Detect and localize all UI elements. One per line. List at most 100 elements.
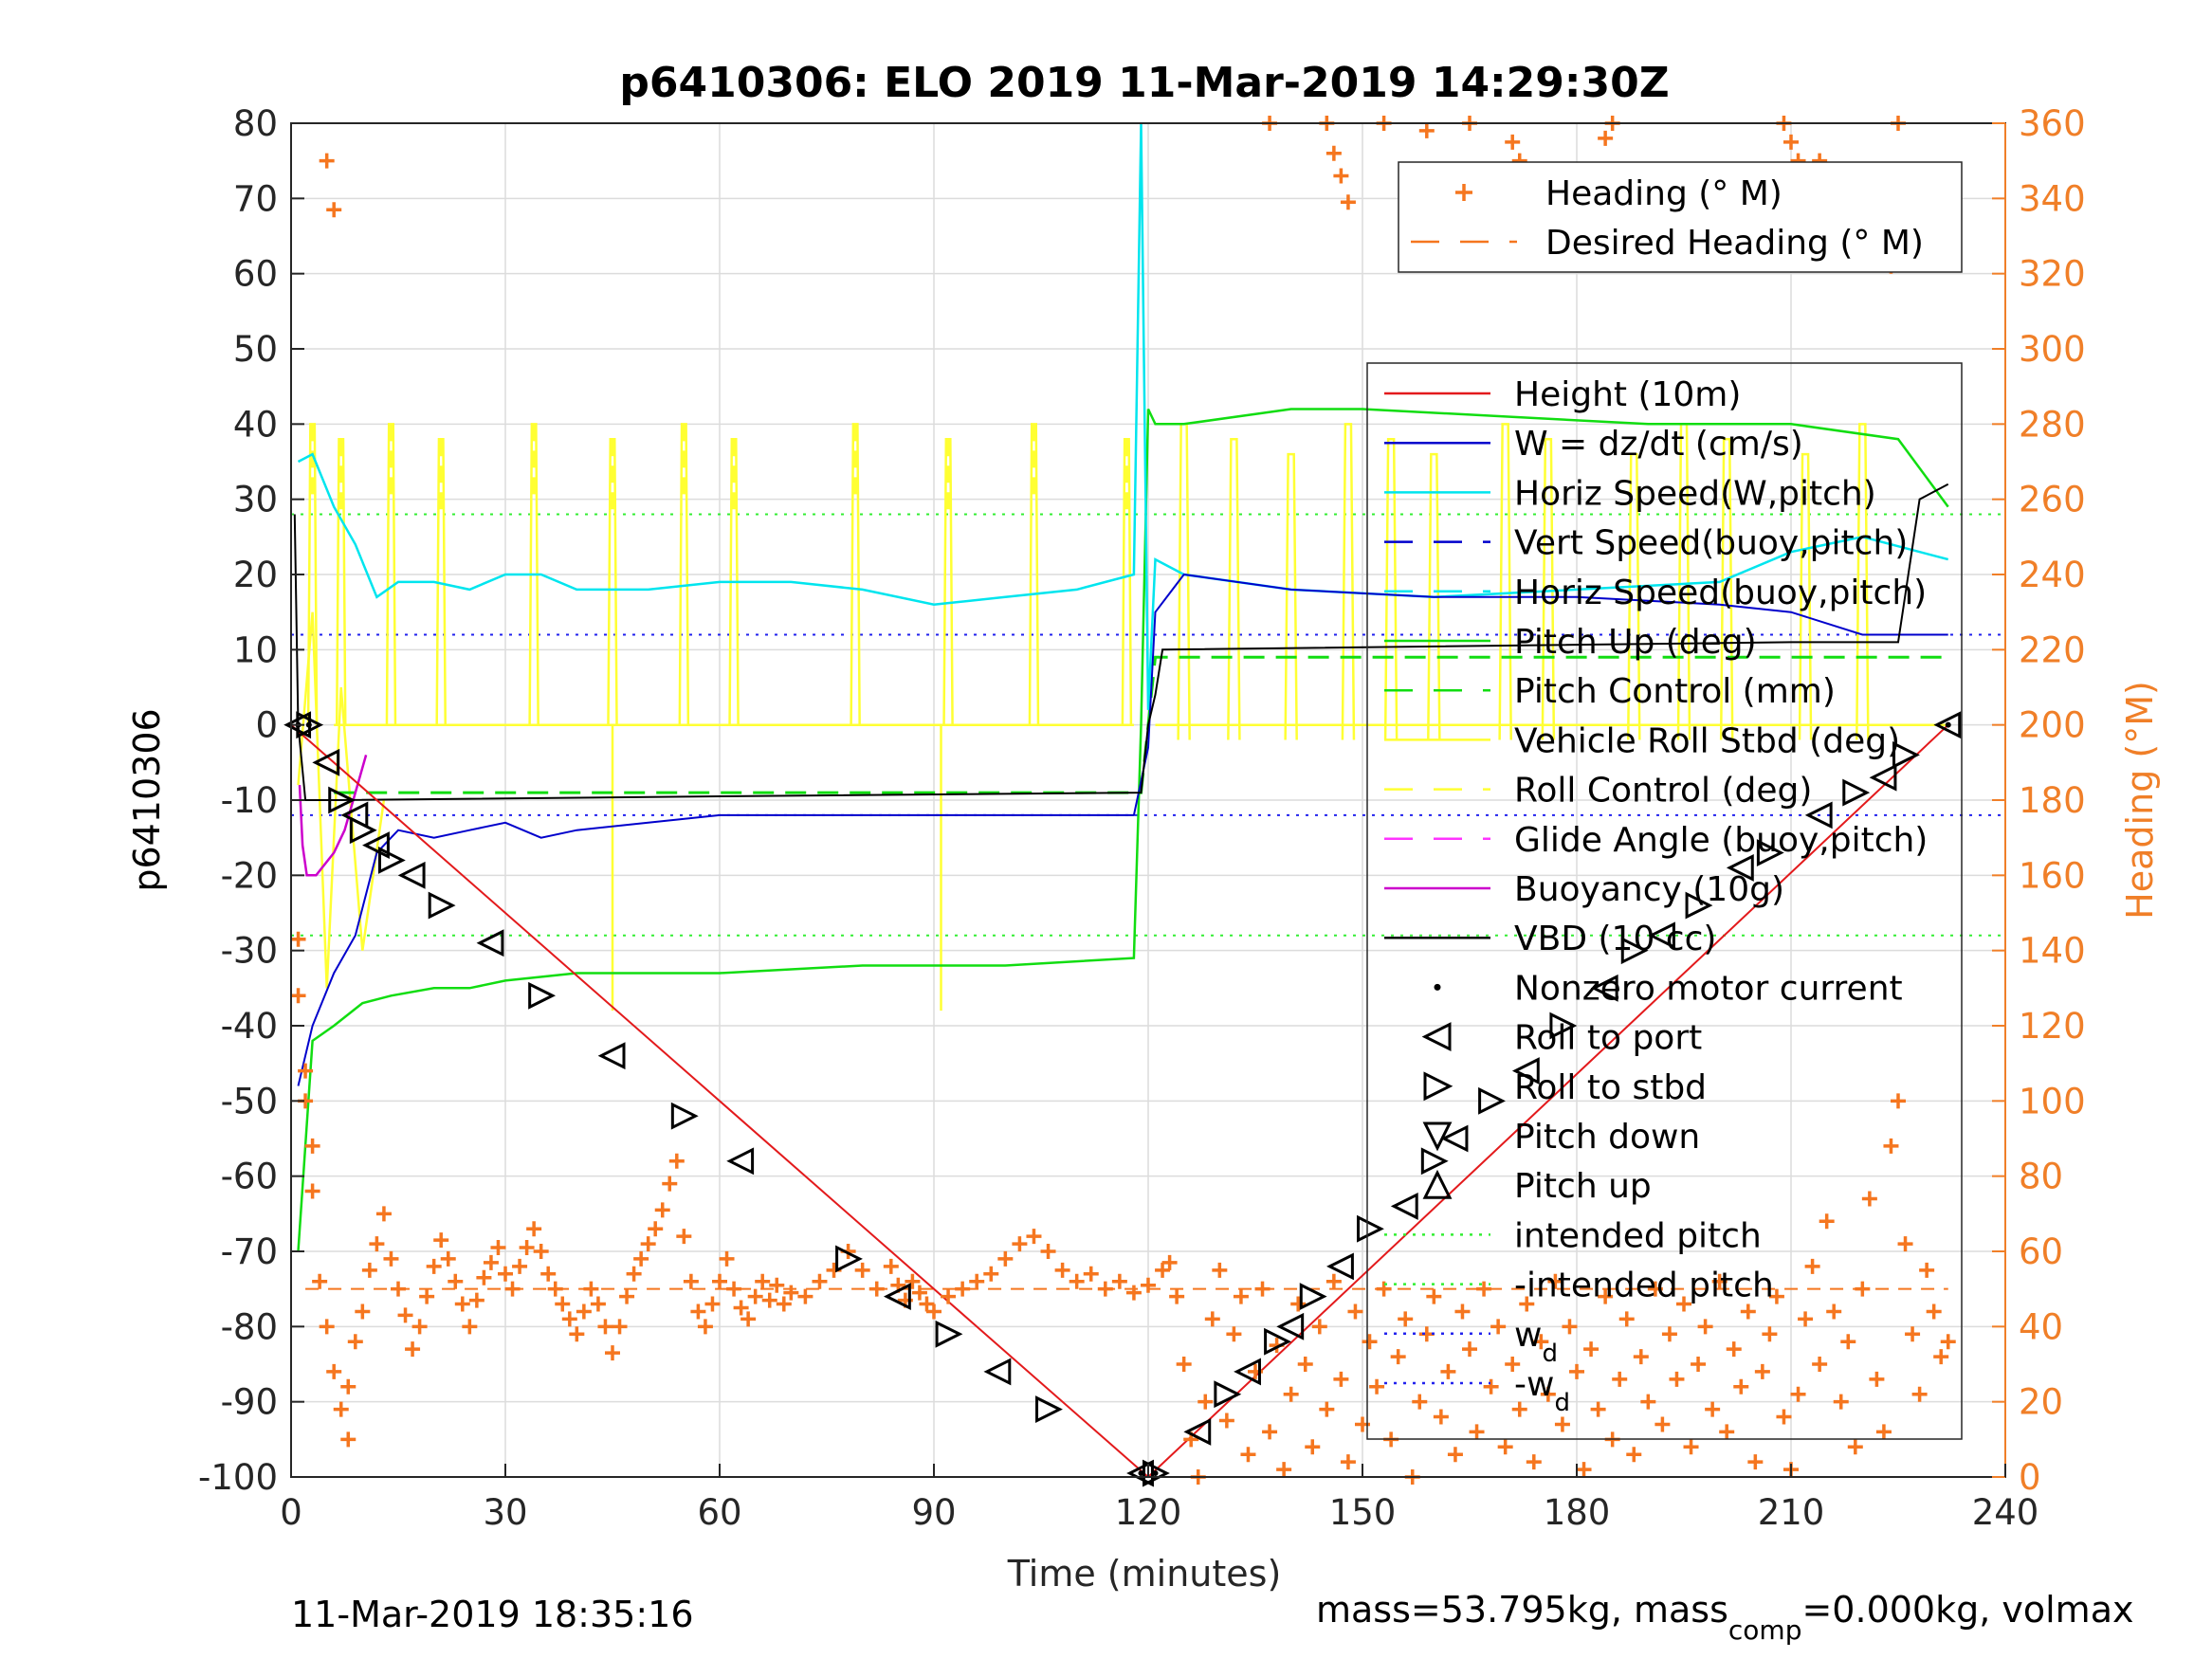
heading-point [1218, 1413, 1234, 1429]
legend-main-label: Pitch Control (mm) [1514, 672, 1836, 711]
roll-to-stbd-marker [377, 847, 406, 874]
heading-point [1612, 1371, 1628, 1387]
legend-main-label: Height (10m) [1514, 375, 1741, 414]
roll-to-stbd-marker [1478, 1086, 1506, 1115]
heading-point [1776, 1409, 1792, 1425]
heading-point [498, 1266, 513, 1282]
legend-main-entry: Vert Speed(buoy,pitch) [1384, 524, 1908, 563]
left-tick-label: -100 [198, 1457, 278, 1498]
heading-point [440, 1250, 456, 1267]
heading-point [1297, 1357, 1313, 1372]
roll-spike [306, 423, 319, 725]
heading-point [1454, 1304, 1471, 1320]
buoyancy-series [298, 755, 368, 877]
heading-point [1340, 194, 1356, 210]
heading-point [854, 1262, 870, 1278]
heading-point [397, 1307, 413, 1323]
heading-point [1875, 1424, 1892, 1440]
heading-point [1390, 1349, 1406, 1365]
roll-to-port-marker [1126, 1459, 1154, 1487]
heading-point [605, 1345, 620, 1361]
x-axis-label: Time (minutes) [1007, 1553, 1282, 1595]
heading-point [883, 1258, 899, 1274]
left-tick-label: 30 [233, 480, 278, 520]
heading-point [1798, 1311, 1814, 1327]
roll-spike [385, 423, 397, 725]
heading-point [690, 1304, 706, 1320]
left-tick-label: -50 [221, 1081, 278, 1121]
heading-point [433, 1232, 449, 1249]
roll-to-stbd-marker [1299, 1283, 1327, 1311]
heading-point [1783, 134, 1799, 150]
heading-point [1933, 1349, 1949, 1365]
heading-point [1711, 1273, 1728, 1289]
heading-point [640, 1236, 656, 1252]
heading-point [1540, 1386, 1556, 1402]
legend-main-entry: Glide Angle (buoy,pitch) [1384, 821, 1928, 860]
heading-point [1719, 1424, 1735, 1440]
heading-point [1398, 1311, 1414, 1327]
right-tick-label: 100 [2019, 1081, 2086, 1121]
left-tick-label: -80 [221, 1306, 278, 1347]
heading-point [783, 1285, 799, 1301]
heading-point [1012, 1236, 1028, 1252]
roll-spike [850, 423, 861, 725]
left-tick-label: 70 [233, 178, 278, 219]
heading-point [369, 1236, 385, 1252]
roll-to-stbd-marker [1214, 1380, 1242, 1409]
heading-point [583, 1281, 599, 1297]
heading-point [340, 1378, 356, 1395]
heading-point [1883, 1138, 1899, 1154]
legend-main-label: Roll to port [1514, 1019, 1702, 1058]
left-tick-label: 0 [255, 705, 278, 746]
heading-point [476, 1269, 492, 1285]
heading-point [326, 1363, 342, 1379]
heading-point [1697, 1319, 1713, 1335]
heading-point [547, 1281, 563, 1297]
heading-point [1069, 1273, 1085, 1289]
heading-point [1111, 1273, 1127, 1289]
bottom-tick-label: 30 [483, 1492, 527, 1533]
heading-point [740, 1311, 757, 1327]
roll-to-stbd-marker [670, 1102, 699, 1130]
heading-point [1855, 1281, 1871, 1297]
roll-to-port-marker [1933, 711, 1962, 739]
footer-mass-main: mass=53.795kg, mass [1316, 1589, 1728, 1631]
roll-spike [1626, 452, 1641, 740]
heading-point [1526, 1454, 1542, 1470]
heading-point [1040, 1244, 1056, 1259]
roll-to-port-marker [1234, 1358, 1261, 1386]
heading-point [1340, 1454, 1356, 1470]
legend-main-label: VBD (10 cc) [1514, 920, 1716, 958]
heading-point [1333, 1371, 1349, 1387]
heading-point [355, 1304, 371, 1320]
roll-to-port-marker [1440, 1124, 1469, 1153]
left-tick-label: 50 [233, 329, 278, 370]
roll-to-port-marker [1326, 1252, 1354, 1281]
legend-main-label: Roll Control (deg) [1514, 772, 1812, 811]
legend-heading-label: Heading (° M) [1545, 174, 1782, 213]
footer-mass-subscript: comp [1728, 1614, 1802, 1646]
legend-swatch [1423, 1071, 1453, 1102]
roll-to-port-marker [476, 929, 504, 957]
heading-point [1476, 1281, 1492, 1297]
heading-point [1290, 1296, 1307, 1312]
right-tick-label: 260 [2019, 480, 2086, 520]
roll-to-port-marker [883, 1283, 911, 1311]
roll-to-stbd-marker [1357, 1214, 1384, 1243]
heading-point [462, 1319, 478, 1335]
heading-point [648, 1221, 664, 1237]
right-tick-label: 180 [2019, 780, 2086, 821]
roll-to-port-marker [597, 1042, 626, 1070]
heading-point [1833, 1394, 1849, 1410]
bottom-tick-label: 60 [697, 1492, 741, 1533]
heading-point [1768, 1288, 1784, 1304]
heading-point [1840, 1334, 1856, 1350]
heading-point [1161, 1254, 1178, 1270]
heading-point [1362, 1334, 1378, 1350]
roll-event-markers [283, 711, 1962, 1487]
roll-to-port-marker [362, 831, 390, 860]
legend-swatch [1422, 1121, 1453, 1152]
legend-main-entry: Horiz Speed(W,pitch) [1384, 474, 1876, 513]
heading-point [812, 1273, 828, 1289]
